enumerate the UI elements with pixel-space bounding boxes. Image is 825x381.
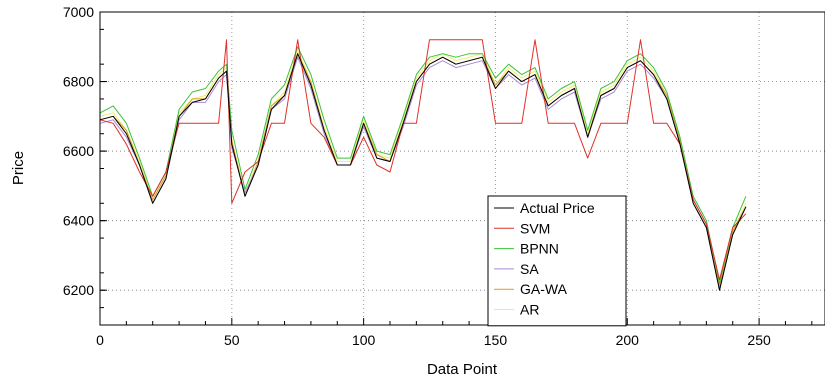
- series-line-actual-price: [99, 53, 747, 291]
- series-lines: [99, 39, 747, 291]
- legend-box: [487, 195, 627, 327]
- legend-label-actual-price: Actual Price: [520, 200, 595, 216]
- series-line-svm: [99, 39, 747, 281]
- x-tick-label: 100: [352, 332, 376, 348]
- y-axis-label: Price: [10, 151, 27, 185]
- y-tick-label: 6800: [63, 74, 94, 90]
- legend: Actual Price SVM BPNN SA GA-WA AR: [487, 195, 627, 327]
- legend-label-sa: SA: [520, 261, 539, 277]
- x-tick-label: 250: [747, 332, 771, 348]
- axis-ticks: 0 50 100 150 200 250 6200 6400 6600 6800 7000: [63, 4, 813, 348]
- legend-label-ga-wa: GA-WA: [520, 281, 568, 297]
- legend-label-bpnn: BPNN: [520, 241, 559, 257]
- y-tick-label: 7000: [63, 4, 94, 20]
- x-tick-label: 200: [616, 332, 640, 348]
- legend-label-svm: SVM: [520, 220, 550, 236]
- x-axis-label: Data Point: [427, 361, 498, 378]
- x-tick-label: 0: [96, 332, 104, 348]
- y-tick-label: 6200: [63, 282, 94, 298]
- x-tick-label: 150: [484, 332, 508, 348]
- series-line-ar: [99, 49, 747, 288]
- y-tick-label: 6600: [63, 143, 94, 159]
- y-tick-label: 6400: [63, 213, 94, 229]
- legend-label-ar: AR: [520, 302, 539, 318]
- x-tick-label: 50: [224, 332, 240, 348]
- series-line-bpnn: [99, 46, 747, 284]
